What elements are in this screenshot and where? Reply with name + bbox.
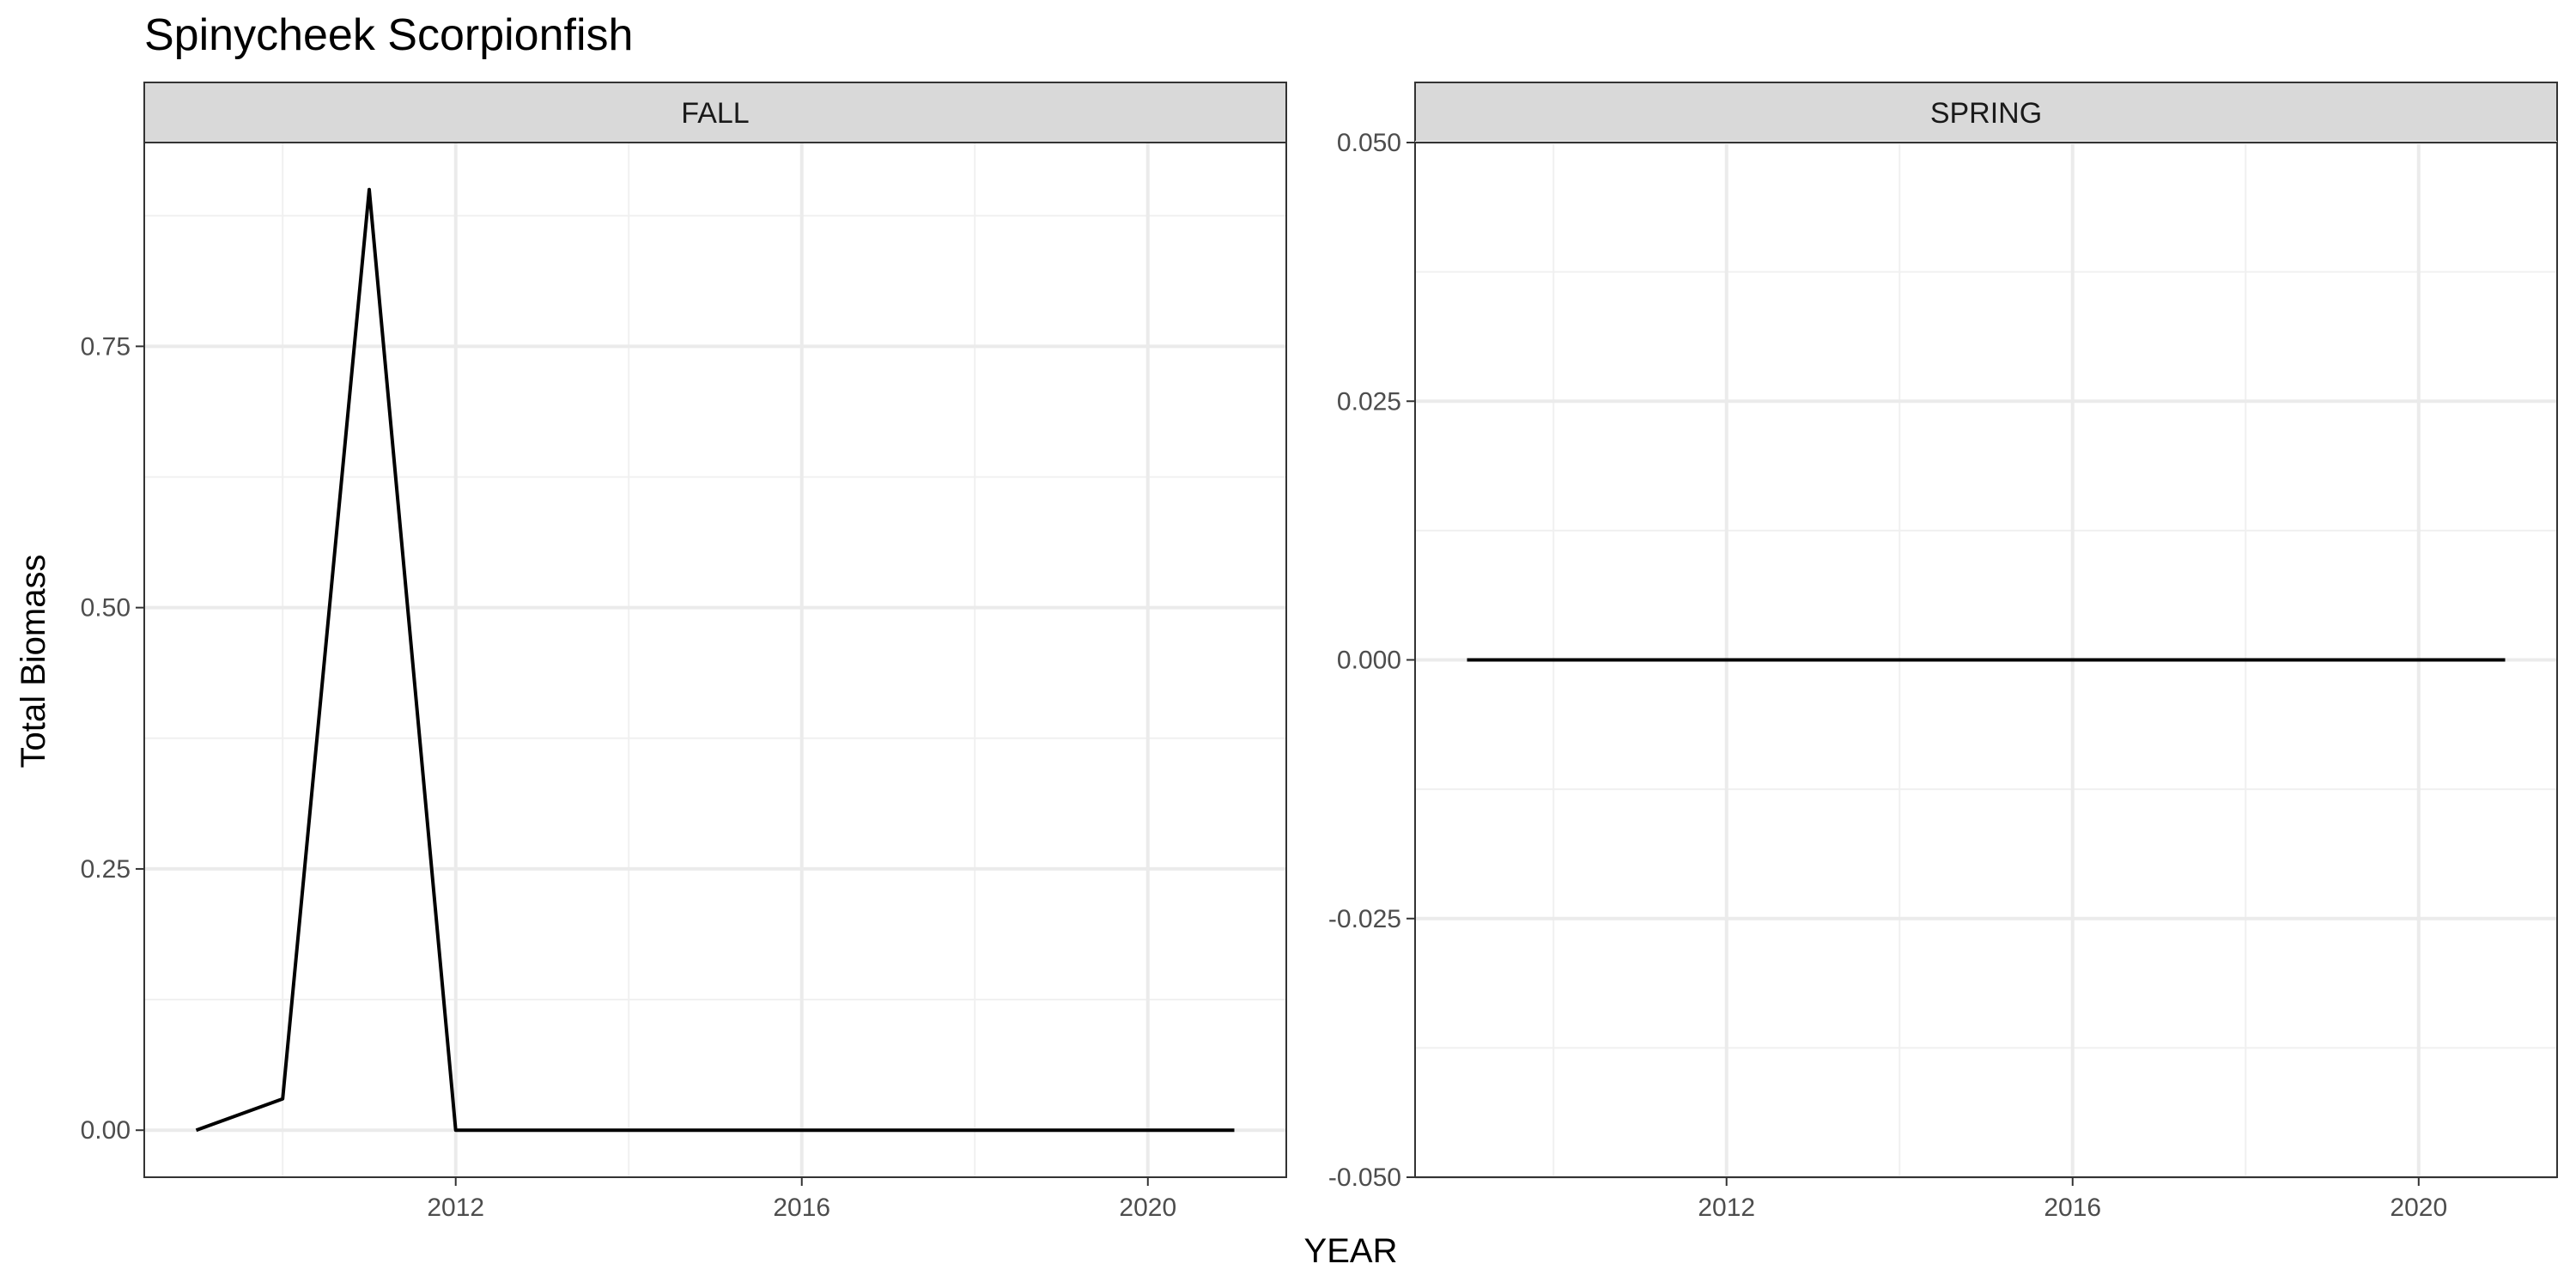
x-tick-label: 2020: [1119, 1194, 1176, 1222]
facet-label-fall: FALL: [681, 97, 749, 130]
panel-spring: SPRING -0.050 -0.025 0.000 0.025 0.050 2012 201…: [1328, 82, 2558, 1222]
y-axis-title: Total Biomass: [15, 555, 52, 769]
y-tick-label: 0.025: [1337, 387, 1401, 416]
plot-area-fall: [144, 143, 1286, 1177]
x-tick-label: 2016: [773, 1194, 830, 1222]
facet-strip-fall: [143, 82, 1287, 143]
x-tick-label: 2020: [2390, 1194, 2447, 1222]
y-tick-label: 0.00: [81, 1116, 131, 1145]
y-tick-label: -0.050: [1328, 1163, 1401, 1192]
y-tick-label: 0.50: [81, 594, 131, 623]
facet-strip-spring: [1414, 82, 2558, 143]
y-tick-label: 0.000: [1337, 647, 1401, 675]
y-tick-label: 0.75: [81, 332, 131, 361]
x-tick-label: 2012: [427, 1194, 484, 1222]
series-line-fall: [195, 187, 1235, 1133]
y-tick-label: -0.025: [1328, 905, 1401, 933]
panel-fall: FALL 0.00 0.25 0.50 0.75 2012 2016 2020: [81, 82, 1287, 1222]
grid-fall: [144, 143, 1286, 1177]
plot-title: Spinycheek Scorpionfish: [144, 10, 633, 60]
y-tick-label: 0.050: [1337, 129, 1401, 157]
x-tick-label: 2016: [2044, 1194, 2101, 1222]
facet-panels: FALL 0.00 0.25 0.50 0.75 2012 2016 2020 SPRING -0…: [81, 82, 2558, 1222]
x-axis-title: YEAR: [1304, 1232, 1398, 1270]
y-tick-label: 0.25: [81, 855, 131, 884]
panel-border-fall: [143, 142, 1287, 1178]
facet-label-spring: SPRING: [1930, 97, 2042, 130]
x-tick-label: 2012: [1698, 1194, 1755, 1222]
